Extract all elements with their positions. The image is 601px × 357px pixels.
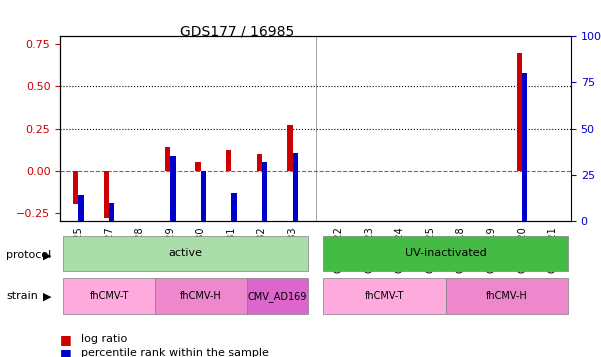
Text: ▶: ▶ [43, 250, 51, 260]
Text: UV-inactivated: UV-inactivated [404, 248, 486, 258]
Bar [226, 150, 231, 171]
Text: percentile rank within the sample: percentile rank within the sample [81, 348, 269, 357]
Text: log ratio: log ratio [81, 334, 127, 344]
Bar [165, 147, 170, 171]
FancyBboxPatch shape [323, 236, 568, 271]
FancyBboxPatch shape [246, 278, 308, 314]
Text: fhCMV-T: fhCMV-T [365, 291, 404, 301]
Text: fhCMV-H: fhCMV-H [180, 291, 222, 301]
FancyBboxPatch shape [63, 236, 308, 271]
Bar [195, 162, 201, 171]
FancyBboxPatch shape [63, 278, 155, 314]
Text: ▶: ▶ [43, 291, 51, 301]
Text: CMV_AD169: CMV_AD169 [248, 291, 307, 302]
FancyBboxPatch shape [155, 278, 246, 314]
Text: ■: ■ [60, 333, 72, 346]
Bar [73, 171, 79, 205]
Text: strain: strain [6, 291, 38, 301]
Bar [79, 195, 84, 221]
Text: GDS177 / 16985: GDS177 / 16985 [180, 25, 294, 39]
Bar [109, 203, 114, 221]
Bar [170, 156, 175, 221]
Bar [287, 125, 293, 171]
Bar [201, 171, 206, 221]
Bar [104, 171, 109, 218]
Text: active: active [168, 248, 203, 258]
Text: ■: ■ [60, 347, 72, 357]
Text: protocol: protocol [6, 250, 51, 260]
Bar [517, 52, 522, 171]
FancyBboxPatch shape [323, 278, 445, 314]
Bar [262, 162, 267, 221]
Bar [293, 153, 298, 221]
Bar [522, 73, 527, 221]
Bar [231, 193, 237, 221]
FancyBboxPatch shape [445, 278, 568, 314]
Text: fhCMV-T: fhCMV-T [90, 291, 129, 301]
Text: fhCMV-H: fhCMV-H [486, 291, 528, 301]
Bar [257, 154, 262, 171]
